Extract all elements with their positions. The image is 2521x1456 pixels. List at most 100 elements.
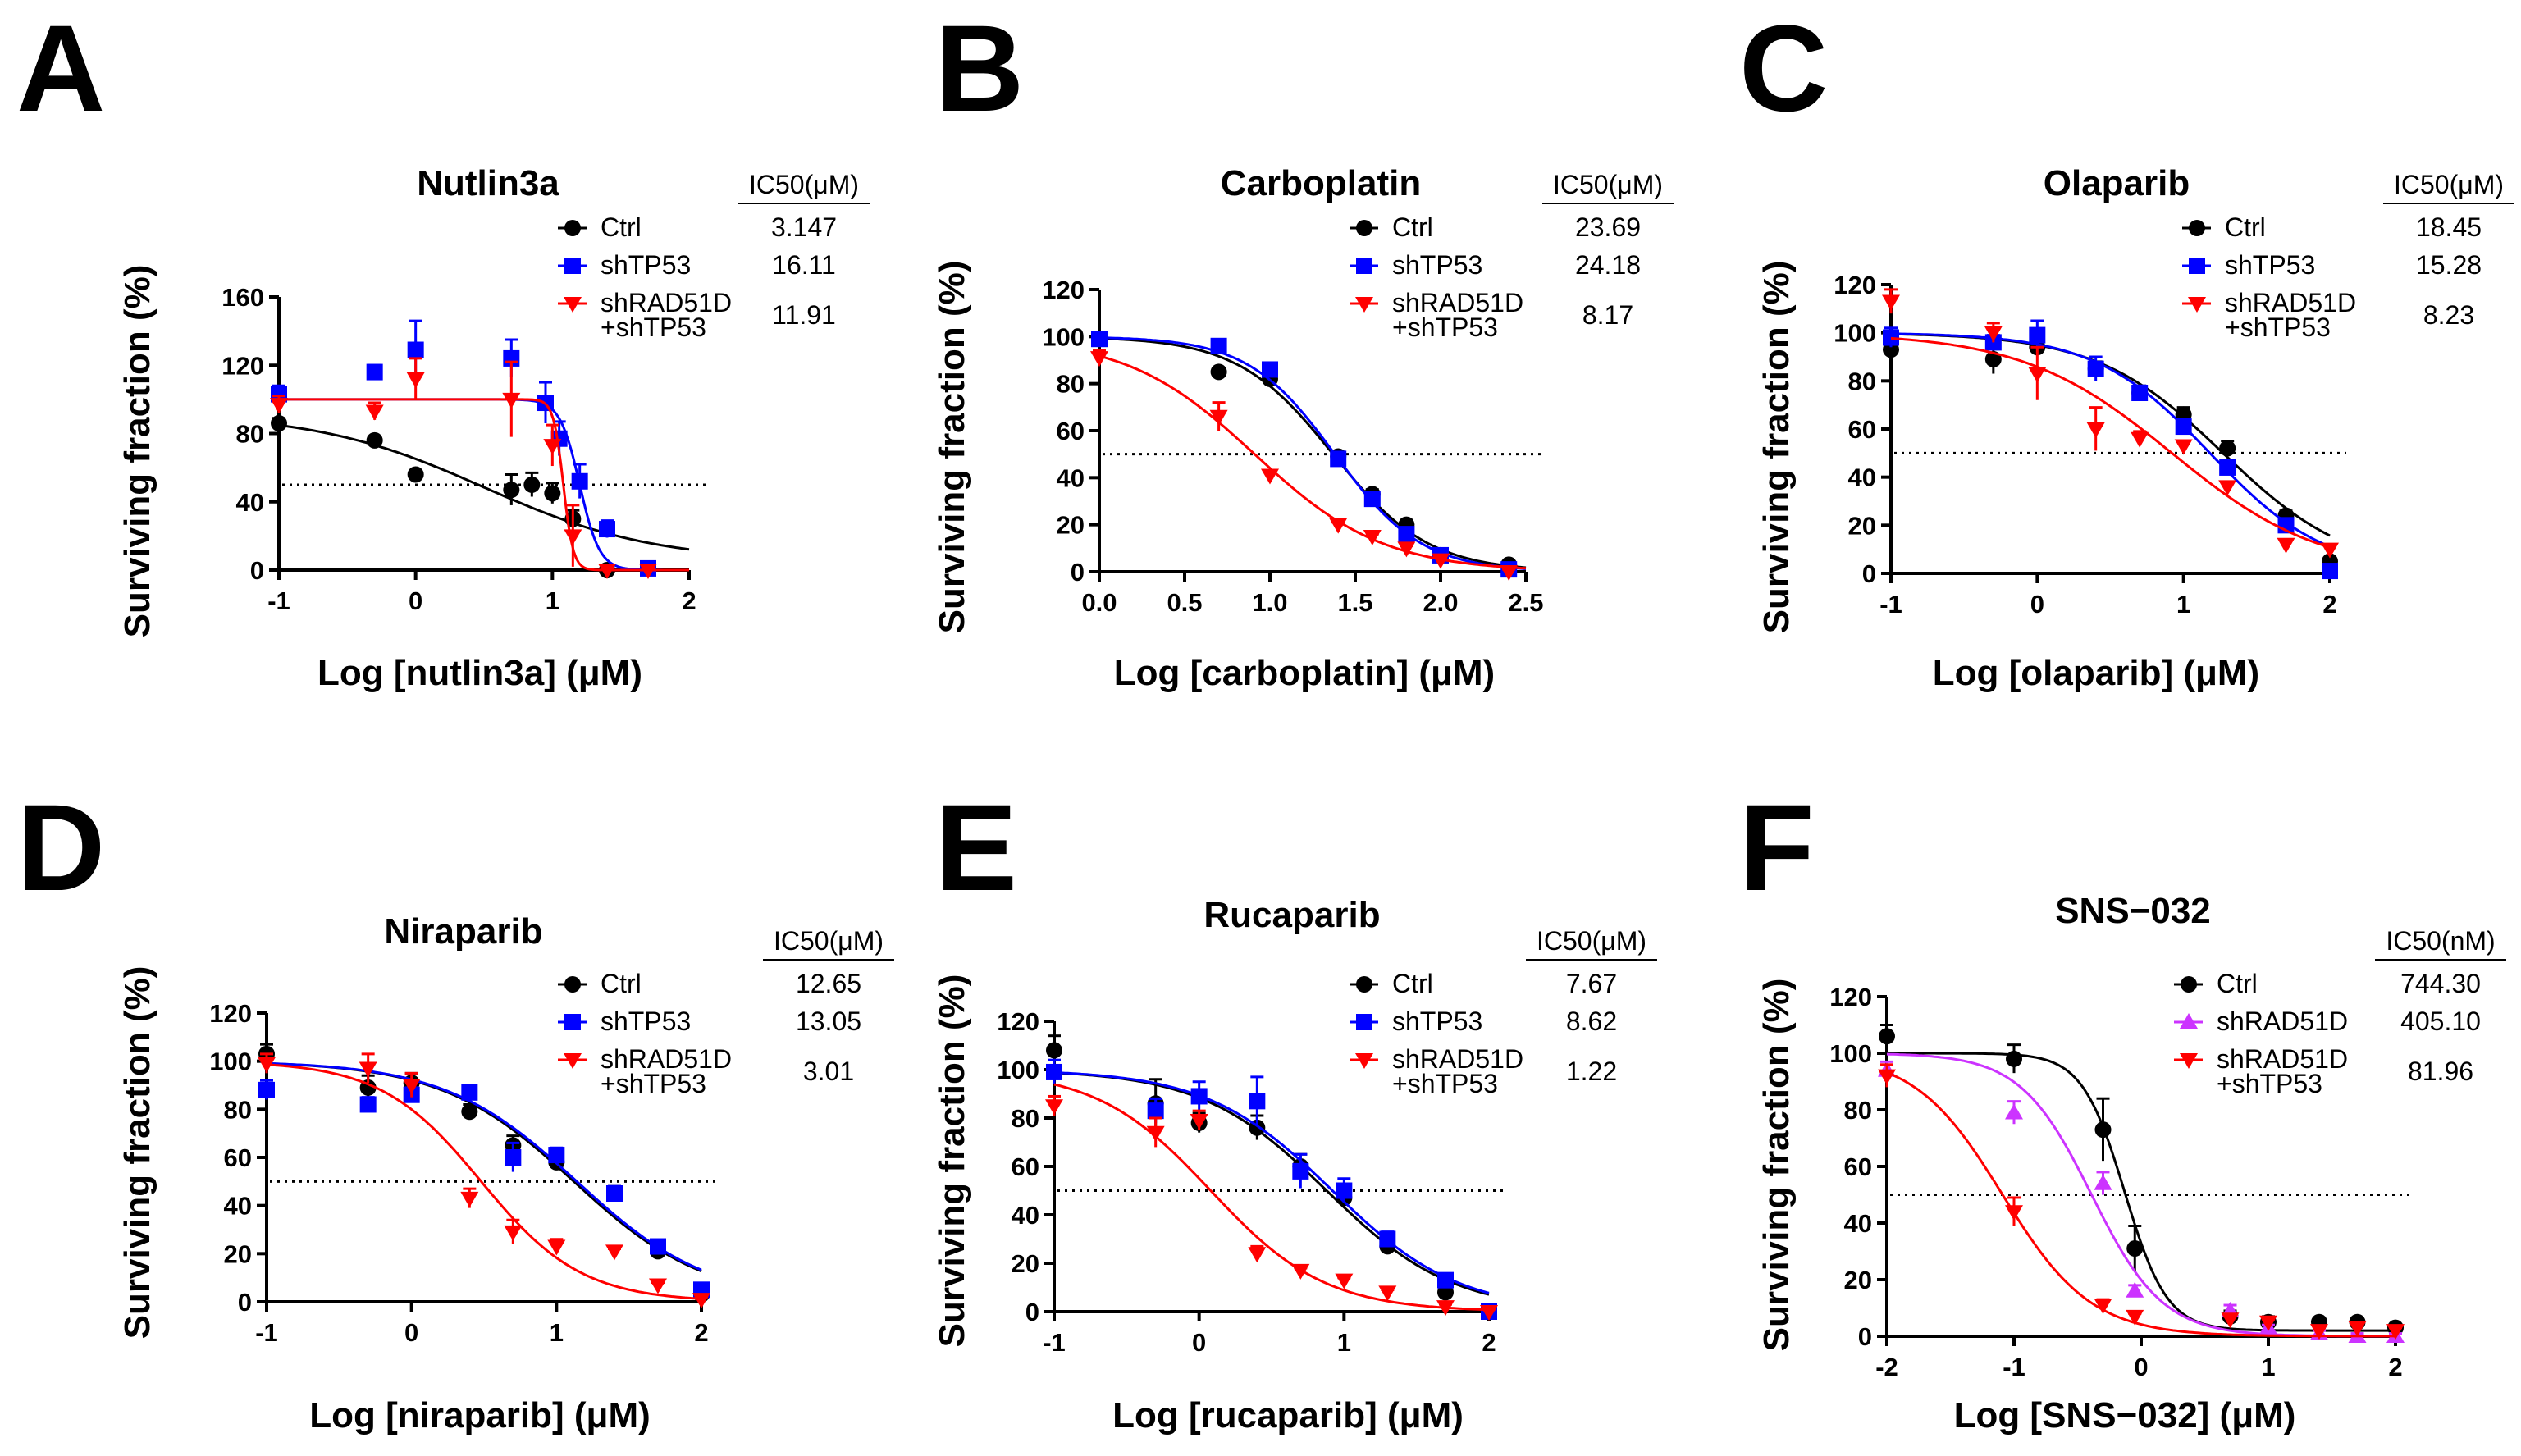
y-axis-label: Surviving fraction (%) bbox=[932, 974, 972, 1348]
x-tick-label: 0 bbox=[1192, 1328, 1206, 1357]
data-point bbox=[1883, 329, 1899, 346]
data-point bbox=[1292, 1162, 1309, 1180]
data-point bbox=[2029, 326, 2046, 344]
legend-label: shRAD51D +shTP53 bbox=[1392, 1044, 1523, 1098]
data-point bbox=[366, 363, 383, 381]
y-tick-label: 100 bbox=[1042, 322, 1085, 351]
y-tick-label: 0 bbox=[1862, 559, 1876, 588]
legend-label-line: Ctrl bbox=[601, 969, 642, 998]
y-tick-label: 40 bbox=[1848, 463, 1876, 492]
data-point bbox=[1147, 1102, 1164, 1120]
data-point bbox=[503, 482, 520, 499]
data-point bbox=[258, 1057, 276, 1073]
data-point bbox=[1379, 1230, 1396, 1248]
ic50-header: IC50(μM) bbox=[1553, 170, 1663, 199]
data-point bbox=[2277, 537, 2295, 554]
legend-label-line: shTP53 bbox=[601, 1006, 691, 1036]
legend-item: shTP53 15.28 bbox=[2182, 250, 2482, 280]
ic50-header: IC50(nM) bbox=[2386, 926, 2495, 956]
fit-curve bbox=[1053, 1083, 1490, 1312]
data-point bbox=[407, 341, 424, 358]
data-point bbox=[1984, 326, 2003, 342]
chart-panel-f: F SNS−032 Log [SNS−032] (μM) Surviving frac… bbox=[1739, 778, 2506, 1435]
y-tick-label: 100 bbox=[1834, 319, 1876, 348]
data-point bbox=[2310, 1324, 2328, 1340]
legend-label: shRAD51D +shTP53 bbox=[601, 1044, 732, 1098]
legend-marker bbox=[564, 297, 582, 313]
legend-item: shRAD51D +shTP53 8.17 bbox=[1350, 288, 1633, 342]
legend-item: Ctrl 23.69 bbox=[1350, 212, 1641, 242]
data-point bbox=[1209, 409, 1228, 426]
data-point bbox=[1432, 553, 1450, 569]
y-tick-label: 20 bbox=[224, 1239, 252, 1268]
y-tick-label: 40 bbox=[1844, 1209, 1872, 1238]
data-point bbox=[1329, 518, 1348, 534]
legend-item: Ctrl 3.147 bbox=[558, 212, 837, 242]
data-point bbox=[548, 1147, 565, 1164]
x-tick-label: 1 bbox=[1337, 1328, 1351, 1357]
legend-item: shRAD51D +shTP53 3.01 bbox=[558, 1044, 854, 1098]
data-point bbox=[365, 404, 384, 421]
data-point bbox=[650, 1238, 666, 1255]
legend-label: Ctrl bbox=[1392, 212, 1433, 242]
data-point bbox=[605, 1244, 623, 1261]
fit-curve bbox=[278, 423, 690, 551]
y-tick-label: 160 bbox=[222, 283, 264, 312]
x-tick-label: -1 bbox=[2003, 1353, 2025, 1381]
y-tick-label: 60 bbox=[1844, 1152, 1872, 1181]
data-point bbox=[258, 1081, 275, 1098]
series-shrad51d-shtp53 bbox=[1090, 349, 1527, 581]
legend-label: Ctrl bbox=[2225, 212, 2266, 242]
legend-label-line: +shTP53 bbox=[1392, 313, 1498, 342]
data-point bbox=[1330, 450, 1347, 468]
series-shtp53 bbox=[258, 1061, 710, 1299]
data-point bbox=[1248, 1247, 1267, 1263]
data-point bbox=[504, 1225, 523, 1241]
data-point bbox=[2005, 1103, 2023, 1120]
data-point bbox=[460, 1191, 479, 1207]
data-point bbox=[1210, 363, 1227, 381]
data-point bbox=[1190, 1088, 1208, 1105]
data-point bbox=[1091, 331, 1108, 348]
fit-curve bbox=[1890, 336, 2331, 549]
legend-item: shRAD51D +shTP53 81.96 bbox=[2174, 1044, 2473, 1098]
legend-label: Ctrl bbox=[601, 212, 642, 242]
data-point bbox=[2006, 1050, 2022, 1067]
y-tick-label: 120 bbox=[1042, 276, 1085, 304]
x-tick-label: -1 bbox=[1879, 590, 1902, 618]
legend-label-line: shTP53 bbox=[2225, 250, 2315, 280]
legend-item: shRAD51D 405.10 bbox=[2174, 1006, 2481, 1036]
y-tick-label: 0 bbox=[250, 556, 264, 585]
legend-marker bbox=[1356, 258, 1372, 274]
ic50-value: 8.17 bbox=[1582, 300, 1633, 330]
y-tick-label: 0 bbox=[1071, 558, 1085, 587]
data-point bbox=[2259, 1315, 2277, 1331]
ic50-value: 8.62 bbox=[1566, 1006, 1617, 1036]
chart-title: Carboplatin bbox=[1221, 163, 1421, 203]
fit-curve bbox=[1098, 336, 1527, 570]
ic50-value: 7.67 bbox=[1566, 969, 1617, 998]
x-tick-label: 2 bbox=[2388, 1353, 2402, 1381]
x-tick-label: 0 bbox=[404, 1318, 418, 1347]
ic50-value: 12.65 bbox=[796, 969, 861, 998]
data-point bbox=[1363, 530, 1382, 545]
chart-panel-b: B Carboplatin Log [carboplatin] (μM) Surviv… bbox=[932, 0, 1674, 693]
legend-marker bbox=[1356, 1014, 1372, 1030]
ic50-value: 15.28 bbox=[2416, 250, 2482, 280]
ic50-value: 1.22 bbox=[1566, 1057, 1617, 1086]
legend-marker bbox=[564, 1053, 582, 1069]
x-axis-label: Log [carboplatin] (μM) bbox=[1114, 653, 1495, 693]
legend-marker bbox=[2188, 297, 2206, 313]
y-tick-label: 120 bbox=[222, 351, 264, 380]
data-point bbox=[544, 485, 561, 502]
legend-label-line: shTP53 bbox=[1392, 1006, 1482, 1036]
x-tick-label: 1 bbox=[546, 587, 559, 615]
data-point bbox=[2086, 422, 2105, 438]
ic50-value: 744.30 bbox=[2400, 969, 2481, 998]
legend-label: shRAD51D +shTP53 bbox=[1392, 288, 1523, 342]
ic50-header: IC50(μM) bbox=[749, 170, 859, 199]
data-point bbox=[402, 1079, 421, 1094]
legend-label-line: +shTP53 bbox=[601, 1069, 706, 1098]
y-tick-label: 120 bbox=[1829, 983, 1872, 1011]
series-shrad51d bbox=[1878, 1052, 2405, 1343]
